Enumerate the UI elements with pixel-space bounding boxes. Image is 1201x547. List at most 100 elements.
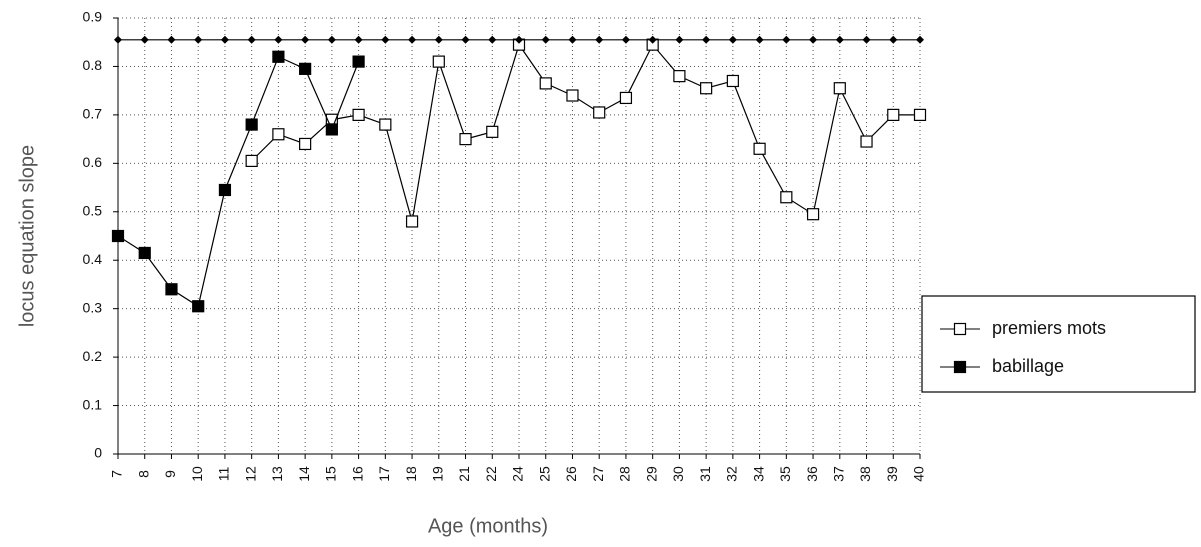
marker <box>352 55 365 68</box>
x-tick-label: 37 <box>831 466 847 482</box>
y-tick-label: 0.6 <box>83 154 103 170</box>
x-tick-label: 21 <box>456 466 472 482</box>
x-tick-label: 24 <box>510 466 526 482</box>
x-tick-label: 34 <box>750 466 766 482</box>
x-tick-label: 8 <box>135 470 151 478</box>
marker <box>138 246 151 260</box>
marker <box>595 35 604 44</box>
series-line <box>117 55 360 308</box>
marker <box>461 35 470 44</box>
x-tick-label: 7 <box>109 470 125 478</box>
marker <box>301 35 310 44</box>
legend-marker <box>953 360 967 374</box>
marker <box>806 208 820 221</box>
marker <box>408 35 417 44</box>
marker <box>675 35 684 44</box>
x-tick-label: 29 <box>643 466 659 482</box>
legend-text: babillage <box>992 356 1064 376</box>
marker <box>673 70 686 83</box>
marker <box>220 35 229 44</box>
marker <box>728 35 737 44</box>
y-tick-label: 0.2 <box>83 348 103 364</box>
marker <box>833 82 846 95</box>
x-tick-label: 17 <box>376 466 392 482</box>
x-tick-label: 26 <box>563 466 579 482</box>
x-tick-label: 39 <box>884 466 900 482</box>
marker <box>539 77 552 90</box>
marker <box>354 35 363 44</box>
marker <box>913 108 927 121</box>
x-tick-label: 16 <box>349 466 365 482</box>
marker <box>434 35 443 44</box>
series-line <box>251 43 920 222</box>
marker <box>114 35 122 44</box>
x-tick-label: 22 <box>483 466 499 482</box>
y-tick-label: 0 <box>94 445 102 461</box>
marker <box>515 35 523 44</box>
marker <box>887 108 900 121</box>
marker <box>780 191 793 204</box>
marker <box>619 91 633 105</box>
legend: premiers mots babillage <box>921 295 1196 393</box>
marker <box>327 35 336 44</box>
marker <box>593 106 606 119</box>
marker <box>860 135 873 148</box>
marker <box>167 35 176 44</box>
y-tick-label: 0.4 <box>83 251 103 267</box>
marker <box>568 35 577 44</box>
marker <box>889 35 898 44</box>
x-tick-label: 27 <box>590 466 606 482</box>
marker <box>566 89 579 102</box>
y-tick-label: 0.8 <box>83 57 103 73</box>
marker <box>247 35 256 44</box>
marker <box>245 118 258 131</box>
marker <box>405 215 419 228</box>
x-tick-label: 38 <box>857 466 873 482</box>
marker <box>381 35 390 44</box>
y-tick-label: 0.7 <box>83 106 103 122</box>
marker <box>194 35 203 44</box>
legend-box <box>921 295 1196 393</box>
x-tick-label: 9 <box>162 470 178 478</box>
x-tick-label: 18 <box>403 466 419 482</box>
marker <box>299 137 312 151</box>
y-tick-label: 0.1 <box>83 396 103 412</box>
marker <box>218 183 232 197</box>
marker <box>862 35 871 44</box>
x-tick-label: 19 <box>430 466 446 482</box>
marker <box>272 50 285 63</box>
marker <box>621 35 630 44</box>
y-tick-label: 0.5 <box>83 202 103 218</box>
x-tick-label: 10 <box>189 466 205 482</box>
x-tick-label: 31 <box>697 466 713 482</box>
marker <box>274 35 283 44</box>
marker <box>140 35 149 44</box>
marker <box>459 133 472 146</box>
x-tick-label: 15 <box>323 466 339 482</box>
marker <box>111 229 125 243</box>
x-tick-label: 35 <box>777 466 793 482</box>
y-tick-label: 0.3 <box>83 299 103 315</box>
legend-text: premiers mots <box>992 318 1106 338</box>
x-tick-label: 25 <box>536 466 552 482</box>
x-tick-label: 36 <box>804 466 820 482</box>
marker <box>192 300 205 313</box>
marker <box>165 283 178 296</box>
y-axis-title: locus equation slope <box>16 145 38 327</box>
y-tick-label: 0.9 <box>83 9 103 25</box>
x-tick-label: 12 <box>242 466 258 482</box>
x-tick-label: 32 <box>724 466 740 482</box>
marker <box>755 35 764 44</box>
marker <box>352 108 365 121</box>
marker <box>432 55 445 68</box>
marker <box>782 35 791 44</box>
x-tick-label: 28 <box>617 466 633 482</box>
x-axis-title: Age (months) <box>428 515 548 537</box>
marker <box>809 35 818 44</box>
x-tick-label: 11 <box>216 467 232 482</box>
marker <box>299 62 312 75</box>
marker <box>541 35 550 44</box>
marker <box>325 123 338 136</box>
marker <box>488 35 497 44</box>
